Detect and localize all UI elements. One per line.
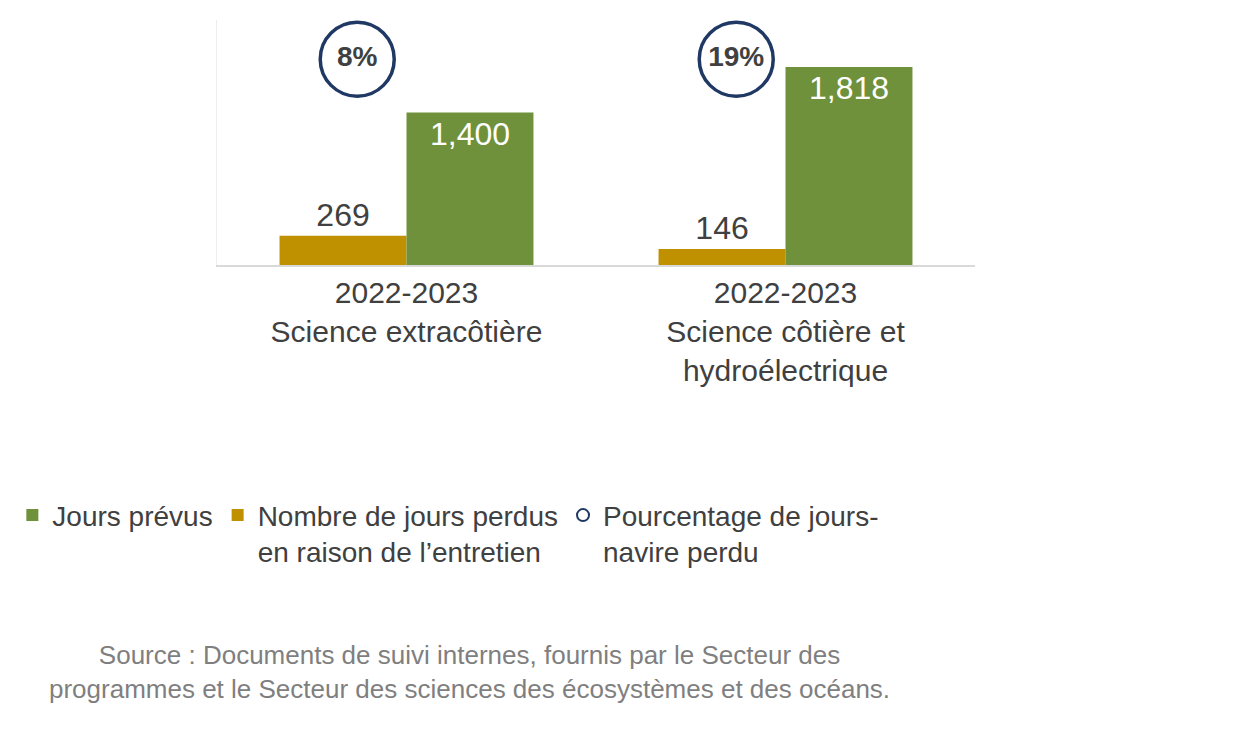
svg-text:269: 269 <box>316 197 369 233</box>
svg-text:1,400: 1,400 <box>430 116 510 152</box>
svg-text:19%: 19% <box>708 41 764 72</box>
svg-text:1,818: 1,818 <box>809 70 889 106</box>
svg-text:2022-2023Science côtière ethyd: 2022-2023Science côtière ethydroélectriq… <box>666 276 905 387</box>
svg-text:Source : Documents de suivi in: Source : Documents de suivi internes, fo… <box>49 640 890 704</box>
svg-text:Pourcentage de jours-navire pe: Pourcentage de jours-navire perdu <box>603 501 879 568</box>
svg-text:Jours prévus: Jours prévus <box>52 501 212 532</box>
svg-text:146: 146 <box>695 210 748 246</box>
svg-text:Nombre de jours perdusen raiso: Nombre de jours perdusen raison de l’ent… <box>258 501 558 568</box>
svg-text:8%: 8% <box>337 41 378 72</box>
svg-text:2022-2023Science extracôtière: 2022-2023Science extracôtière <box>271 276 543 348</box>
